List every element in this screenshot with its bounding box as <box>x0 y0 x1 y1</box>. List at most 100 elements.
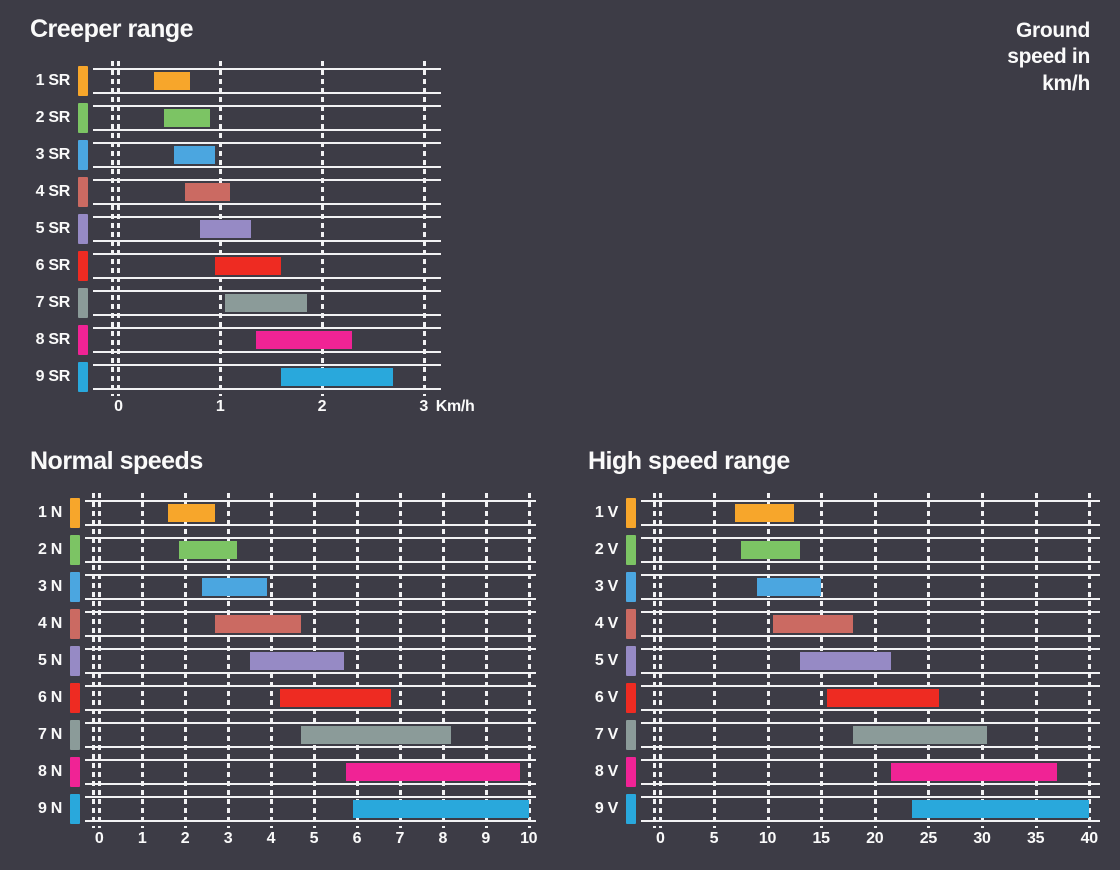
gear-track <box>93 142 441 168</box>
speed-range-bar <box>215 615 302 633</box>
gear-track <box>93 327 441 353</box>
gear-row: 7 SR <box>30 288 441 318</box>
x-tick-label: 10 <box>758 830 777 847</box>
speed-range-bar <box>202 578 267 596</box>
gear-color-swatch <box>78 103 88 133</box>
x-axis-unit-label: Km/h <box>435 398 475 415</box>
gear-row: 4 SR <box>30 177 441 207</box>
x-tick-label: 5 <box>709 830 719 847</box>
gear-label: 3 SR <box>35 146 71 163</box>
dashed-gridline <box>111 61 115 396</box>
x-tick-label: 25 <box>919 830 938 847</box>
chart-high-speed-range: High speed range 1 V 2 V 3 V 4 V 5 V 6 V 7 V 8 … <box>588 446 1100 847</box>
dashed-gridline <box>184 493 188 828</box>
gear-label: 6 N <box>38 689 62 706</box>
gear-row: 9 V <box>588 794 1100 824</box>
gear-color-swatch <box>78 288 88 318</box>
gear-color-swatch <box>70 720 80 750</box>
gear-row: 2 N <box>30 535 536 565</box>
chart-rows: 1 N 2 N 3 N 4 N 5 N 6 N 7 N 8 N 9 N <box>30 498 536 824</box>
speed-range-bar <box>164 109 210 127</box>
gear-row: 3 SR <box>30 140 441 170</box>
gear-track <box>641 500 1100 526</box>
gear-color-swatch <box>78 362 88 392</box>
gear-label: 1 V <box>594 504 618 521</box>
dashed-gridline <box>398 493 402 828</box>
speed-range-bar <box>756 578 822 596</box>
dashed-gridline <box>1034 493 1038 828</box>
gear-track <box>85 796 536 822</box>
dashed-gridline <box>981 493 985 828</box>
gear-track <box>85 722 536 748</box>
gear-row: 7 V <box>588 720 1100 750</box>
speed-range-bar <box>346 763 521 781</box>
dashed-gridline <box>927 493 931 828</box>
gear-track <box>93 364 441 390</box>
gear-label: 7 N <box>38 726 62 743</box>
gear-row: 2 SR <box>30 103 441 133</box>
chart-title-normal-speeds: Normal speeds <box>30 447 203 475</box>
speed-range-bar <box>735 504 795 522</box>
gear-label: 7 SR <box>35 294 71 311</box>
gear-track <box>93 179 441 205</box>
gear-track <box>85 759 536 785</box>
dashed-gridline <box>320 61 324 396</box>
gear-track <box>641 537 1100 563</box>
x-tick-label: 5 <box>309 830 319 847</box>
gear-label: 4 SR <box>35 183 71 200</box>
x-tick-label: 0 <box>114 398 123 415</box>
gear-track <box>641 722 1100 748</box>
gear-color-swatch <box>70 757 80 787</box>
x-tick-label: 20 <box>866 830 884 847</box>
speed-range-bar <box>167 504 216 522</box>
speed-range-bar <box>154 72 190 90</box>
gear-track <box>85 537 536 563</box>
gear-label: 9 SR <box>35 368 71 385</box>
speed-range-bar <box>301 726 452 744</box>
gear-color-swatch <box>626 498 636 528</box>
speed-range-bar <box>890 763 1058 781</box>
gear-label: 5 SR <box>35 220 71 237</box>
gear-color-swatch <box>78 251 88 281</box>
dashed-gridline <box>712 493 716 828</box>
speed-range-bar <box>281 368 394 386</box>
dashed-gridline <box>484 493 488 828</box>
gear-color-swatch <box>78 177 88 207</box>
gear-row: 8 N <box>30 757 536 787</box>
gear-color-swatch <box>78 66 88 96</box>
gear-color-swatch <box>626 720 636 750</box>
chart-rows: 1 V 2 V 3 V 4 V 5 V 6 V 7 V 8 V 9 V <box>588 498 1100 824</box>
speed-range-bar <box>826 689 940 707</box>
x-tick-label: 40 <box>1080 830 1099 847</box>
gear-track <box>85 648 536 674</box>
gear-color-swatch <box>626 609 636 639</box>
gear-label: 4 N <box>38 615 62 632</box>
gear-label: 6 V <box>594 689 618 706</box>
gear-color-swatch <box>70 498 80 528</box>
x-tick-label: 7 <box>395 830 405 847</box>
gear-color-swatch <box>626 683 636 713</box>
dashed-gridline <box>653 493 657 828</box>
dashed-gridline <box>527 493 531 828</box>
gear-color-swatch <box>70 646 80 676</box>
gear-row: 6 V <box>588 683 1100 713</box>
gear-track <box>641 648 1100 674</box>
gear-track <box>641 759 1100 785</box>
gear-label: 5 V <box>594 652 618 669</box>
dashed-gridline <box>766 493 770 828</box>
gear-label: 8 N <box>38 763 62 780</box>
speed-range-bar <box>853 726 988 744</box>
gear-color-swatch <box>78 140 88 170</box>
gear-color-swatch <box>78 325 88 355</box>
gear-track <box>93 68 441 94</box>
x-tick-label: 2 <box>180 830 190 847</box>
speed-range-bar <box>772 615 854 633</box>
dashed-gridline <box>422 61 426 396</box>
x-tick-label: 2 <box>317 398 327 415</box>
dashed-gridline <box>659 493 663 828</box>
speed-range-bar <box>249 652 344 670</box>
gear-row: 4 N <box>30 609 536 639</box>
chart-normal-speeds: Normal speeds 1 N 2 N 3 N 4 N 5 N 6 N 7 N 8 N 9 … <box>30 446 538 847</box>
x-tick-label: 9 <box>481 830 491 847</box>
